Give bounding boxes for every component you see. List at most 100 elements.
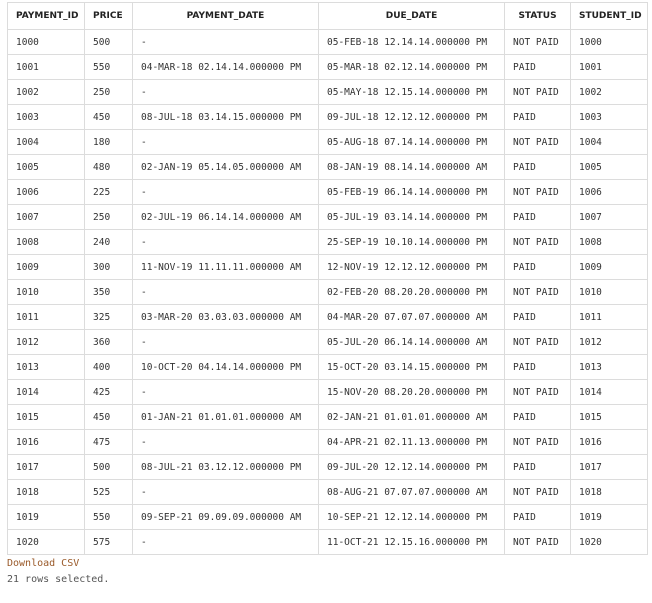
table-row: 1016 475-04-APR-21 02.11.13.000000 PM NOT … xyxy=(8,430,648,455)
status-cell: NOT PAID xyxy=(505,530,571,555)
price-cell: 360 xyxy=(85,330,133,355)
payment-id-cell: 1001 xyxy=(8,55,85,80)
table-row: 1000 500-05-FEB-18 12.14.14.000000 PM NOT … xyxy=(8,30,648,55)
table-row: 1007 250 02-JUL-19 06.14.14.000000 AM 05-JU… xyxy=(8,205,648,230)
student-id-cell: 1013 xyxy=(571,355,648,380)
payment-date-cell: 03-MAR-20 03.03.03.000000 AM xyxy=(133,305,319,330)
status-cell: PAID xyxy=(505,205,571,230)
student-id-cell: 1020 xyxy=(571,530,648,555)
table-row: 1001 550 04-MAR-18 02.14.14.000000 PM 05-MA… xyxy=(8,55,648,80)
payment-date-cell: 01-JAN-21 01.01.01.000000 AM xyxy=(133,405,319,430)
table-row: 1004 180-05-AUG-18 07.14.14.000000 PM NOT … xyxy=(8,130,648,155)
table-row: 1018 525-08-AUG-21 07.07.07.000000 AM NOT … xyxy=(8,480,648,505)
column-header-price: PRICE xyxy=(85,3,133,30)
status-cell: PAID xyxy=(505,105,571,130)
price-cell: 250 xyxy=(85,80,133,105)
status-cell: PAID xyxy=(505,305,571,330)
status-cell: NOT PAID xyxy=(505,80,571,105)
status-cell: NOT PAID xyxy=(505,230,571,255)
student-id-cell: 1006 xyxy=(571,180,648,205)
due-date-cell: 04-MAR-20 07.07.07.000000 AM xyxy=(319,305,505,330)
payment-date-cell: 08-JUL-18 03.14.15.000000 PM xyxy=(133,105,319,130)
price-cell: 475 xyxy=(85,430,133,455)
due-date-cell: 09-JUL-18 12.12.12.000000 PM xyxy=(319,105,505,130)
header-row: PAYMENT_ID PRICE PAYMENT_DATE DUE_DATE S… xyxy=(8,3,648,30)
due-date-cell: 25-SEP-19 10.10.14.000000 PM xyxy=(319,230,505,255)
status-cell: NOT PAID xyxy=(505,280,571,305)
status-cell: NOT PAID xyxy=(505,380,571,405)
payment-id-cell: 1020 xyxy=(8,530,85,555)
payment-id-cell: 1003 xyxy=(8,105,85,130)
status-cell: NOT PAID xyxy=(505,430,571,455)
status-cell: PAID xyxy=(505,505,571,530)
payment-id-cell: 1006 xyxy=(8,180,85,205)
status-cell: NOT PAID xyxy=(505,130,571,155)
payment-date-cell: - xyxy=(133,530,319,555)
price-cell: 425 xyxy=(85,380,133,405)
payment-id-cell: 1013 xyxy=(8,355,85,380)
status-cell: PAID xyxy=(505,55,571,80)
student-id-cell: 1019 xyxy=(571,505,648,530)
status-cell: PAID xyxy=(505,455,571,480)
price-cell: 450 xyxy=(85,405,133,430)
table-row: 1010 350-02-FEB-20 08.20.20.000000 PM NOT … xyxy=(8,280,648,305)
due-date-cell: 05-JUL-20 06.14.14.000000 AM xyxy=(319,330,505,355)
payment-date-cell: 10-OCT-20 04.14.14.000000 PM xyxy=(133,355,319,380)
payment-id-cell: 1009 xyxy=(8,255,85,280)
price-cell: 400 xyxy=(85,355,133,380)
status-cell: NOT PAID xyxy=(505,30,571,55)
payment-date-cell: 02-JUL-19 06.14.14.000000 AM xyxy=(133,205,319,230)
due-date-cell: 05-FEB-19 06.14.14.000000 PM xyxy=(319,180,505,205)
due-date-cell: 05-MAY-18 12.15.14.000000 PM xyxy=(319,80,505,105)
due-date-cell: 15-NOV-20 08.20.20.000000 PM xyxy=(319,380,505,405)
payment-date-cell: - xyxy=(133,30,319,55)
payment-id-cell: 1016 xyxy=(8,430,85,455)
payment-date-cell: - xyxy=(133,230,319,255)
payment-id-cell: 1017 xyxy=(8,455,85,480)
payment-date-cell: - xyxy=(133,430,319,455)
payment-id-cell: 1004 xyxy=(8,130,85,155)
due-date-cell: 10-SEP-21 12.12.14.000000 PM xyxy=(319,505,505,530)
student-id-cell: 1015 xyxy=(571,405,648,430)
price-cell: 525 xyxy=(85,480,133,505)
column-header-due-date: DUE_DATE xyxy=(319,3,505,30)
status-cell: NOT PAID xyxy=(505,480,571,505)
payment-date-cell: - xyxy=(133,80,319,105)
due-date-cell: 02-JAN-21 01.01.01.000000 AM xyxy=(319,405,505,430)
due-date-cell: 05-MAR-18 02.12.14.000000 PM xyxy=(319,55,505,80)
payment-date-cell: 09-SEP-21 09.09.09.000000 AM xyxy=(133,505,319,530)
student-id-cell: 1014 xyxy=(571,380,648,405)
status-cell: NOT PAID xyxy=(505,180,571,205)
student-id-cell: 1016 xyxy=(571,430,648,455)
table-row: 1013 400 10-OCT-20 04.14.14.000000 PM 15-OC… xyxy=(8,355,648,380)
price-cell: 500 xyxy=(85,455,133,480)
price-cell: 325 xyxy=(85,305,133,330)
price-cell: 575 xyxy=(85,530,133,555)
table-row: 1015 450 01-JAN-21 01.01.01.000000 AM 02-JA… xyxy=(8,405,648,430)
status-cell: PAID xyxy=(505,405,571,430)
student-id-cell: 1002 xyxy=(571,80,648,105)
student-id-cell: 1018 xyxy=(571,480,648,505)
table-row: 1011 325 03-MAR-20 03.03.03.000000 AM 04-MA… xyxy=(8,305,648,330)
student-id-cell: 1007 xyxy=(571,205,648,230)
student-id-cell: 1005 xyxy=(571,155,648,180)
table-row: 1017 500 08-JUL-21 03.12.12.000000 PM 09-JU… xyxy=(8,455,648,480)
payment-id-cell: 1000 xyxy=(8,30,85,55)
payment-id-cell: 1018 xyxy=(8,480,85,505)
price-cell: 180 xyxy=(85,130,133,155)
student-id-cell: 1008 xyxy=(571,230,648,255)
price-cell: 550 xyxy=(85,55,133,80)
table-row: 1012 360-05-JUL-20 06.14.14.000000 AM NOT … xyxy=(8,330,648,355)
column-header-status: STATUS xyxy=(505,3,571,30)
download-csv-link[interactable]: Download CSV xyxy=(7,558,79,569)
table-row: 1006 225-05-FEB-19 06.14.14.000000 PM NOT … xyxy=(8,180,648,205)
due-date-cell: 08-JAN-19 08.14.14.000000 AM xyxy=(319,155,505,180)
table-row: 1008 240-25-SEP-19 10.10.14.000000 PM NOT … xyxy=(8,230,648,255)
payment-date-cell: - xyxy=(133,380,319,405)
table-row: 1002 250-05-MAY-18 12.15.14.000000 PM NOT … xyxy=(8,80,648,105)
payment-date-cell: - xyxy=(133,330,319,355)
student-id-cell: 1004 xyxy=(571,130,648,155)
price-cell: 550 xyxy=(85,505,133,530)
payment-id-cell: 1019 xyxy=(8,505,85,530)
